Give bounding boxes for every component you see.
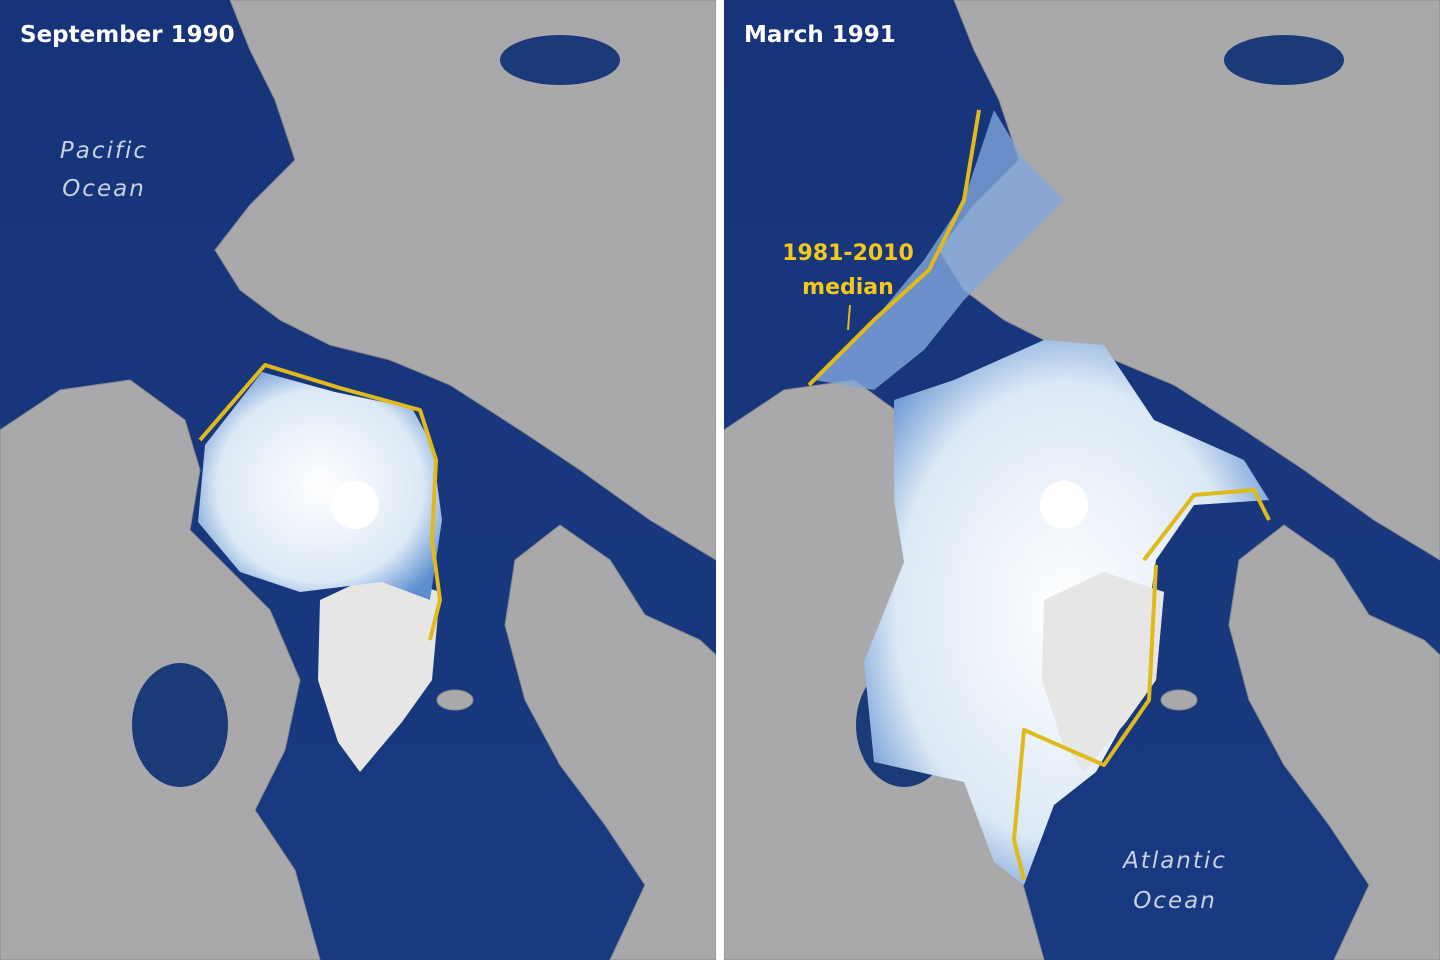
ocean-label: Atlantic	[1121, 848, 1227, 874]
right-panel: March 1991 1981-2010 median Atlantic Oce…	[724, 0, 1440, 960]
pole-hole	[331, 481, 379, 529]
panel-title: September 1990	[20, 22, 235, 48]
panel-title: March 1991	[744, 22, 896, 48]
ocean-label: Ocean	[62, 176, 146, 202]
divider	[716, 0, 724, 960]
greenland	[1042, 572, 1164, 772]
ocean-label: Ocean	[1133, 888, 1217, 914]
pole-hole	[1040, 481, 1088, 529]
median-label: median	[802, 275, 894, 300]
median-line	[198, 363, 442, 641]
median-line	[1012, 488, 1271, 881]
left-panel: September 1990 Pacific Ocean	[0, 0, 716, 960]
sea-ice	[198, 372, 442, 600]
median-label: 1981-2010	[782, 241, 914, 266]
ocean-label: Pacific	[60, 138, 148, 164]
label-leader	[847, 304, 851, 331]
median-line	[807, 109, 981, 387]
